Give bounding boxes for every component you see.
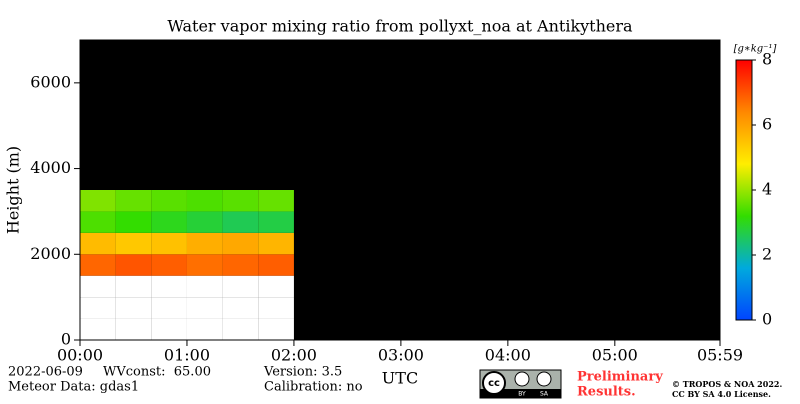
heatmap-cell <box>151 254 187 276</box>
x-tick-label: 03:00 <box>378 346 424 365</box>
cc-logo: cc BY SA <box>479 369 562 399</box>
x-axis-label: UTC <box>382 369 418 388</box>
preliminary: Results. <box>577 385 636 400</box>
heatmap-cell <box>115 275 152 298</box>
heatmap-cell <box>80 318 116 340</box>
y-axis-label: Height (m) <box>4 146 23 234</box>
heatmap-cell <box>80 297 116 319</box>
wvconst: WVconst: 65.00 <box>103 365 211 380</box>
date: 2022-06-09 <box>8 365 83 380</box>
heatmap-cell <box>115 297 152 319</box>
y-tick-label: 6000 <box>30 72 71 91</box>
heatmap-cell <box>115 190 152 212</box>
heatmap-cell <box>258 297 294 319</box>
heatmap-cell <box>186 211 223 233</box>
heatmap-cell <box>80 190 116 212</box>
copyright: © TROPOS & NOA 2022. <box>672 379 782 389</box>
heatmap-cell <box>151 297 187 319</box>
heatmap-cell <box>222 275 259 298</box>
x-tick-label: 01:00 <box>164 346 210 365</box>
colorbar-label: [g∗kg⁻¹] <box>734 44 777 55</box>
heatmap-cell <box>222 297 259 319</box>
heatmap-cell <box>115 254 152 276</box>
x-tick-label: 04:00 <box>485 346 531 365</box>
y-tick-label: 4000 <box>30 158 71 177</box>
heatmap-cell <box>115 211 152 233</box>
heatmap-cell <box>258 275 294 298</box>
heatmap-cell <box>186 297 223 319</box>
colorbar-tick-label: 0 <box>762 310 772 329</box>
heatmap-cell <box>258 211 294 233</box>
heatmap-cell <box>258 318 294 340</box>
heatmap-cell <box>151 318 187 340</box>
meteor-data: Meteor Data: gdas1 <box>8 380 139 395</box>
heatmap-cell <box>151 232 187 255</box>
heatmap-cell <box>258 232 294 255</box>
heatmap-cell <box>186 275 223 298</box>
heatmap-cell <box>115 232 152 255</box>
colorbar-tick-label: 8 <box>762 50 772 69</box>
heatmap-cell <box>151 190 187 212</box>
heatmap-cell <box>151 275 187 298</box>
colorbar-tick-label: 6 <box>762 115 772 134</box>
x-tick-label: 02:00 <box>271 346 317 365</box>
svg-text:BY: BY <box>518 391 526 398</box>
heatmap-cell <box>186 318 223 340</box>
svg-text:cc: cc <box>488 378 500 389</box>
heatmap-cell <box>80 232 116 255</box>
heatmap-cell <box>186 190 223 212</box>
colorbar-tick-label: 4 <box>762 180 772 199</box>
y-tick-label: 2000 <box>30 244 71 263</box>
heatmap-cell <box>186 232 223 255</box>
preliminary: Preliminary <box>577 370 663 385</box>
heatmap-cell <box>222 232 259 255</box>
heatmap-cell <box>80 275 116 298</box>
x-tick-label: 00:00 <box>57 346 103 365</box>
colorbar <box>735 59 753 321</box>
heatmap-cell <box>222 190 259 212</box>
y-tick-label: 0 <box>61 330 71 349</box>
heatmap-cell <box>186 254 223 276</box>
heatmap-cell <box>151 211 187 233</box>
heatmap-cell <box>80 211 116 233</box>
svg-text:SA: SA <box>540 391 549 398</box>
heatmap-cell <box>258 254 294 276</box>
chart-title: Water vapor mixing ratio from pollyxt_no… <box>167 17 633 36</box>
version: Version: 3.5 <box>263 365 342 380</box>
x-tick-label: 05:00 <box>592 346 638 365</box>
heatmap-cell <box>222 211 259 233</box>
heatmap-cell <box>222 318 259 340</box>
heatmap-cell <box>222 254 259 276</box>
heatmap-cell <box>258 190 294 212</box>
calibration: Calibration: no <box>264 380 363 395</box>
x-tick-label: 05:59 <box>697 346 743 365</box>
colorbar-tick-label: 2 <box>762 245 772 264</box>
license: CC BY SA 4.0 License. <box>672 389 771 399</box>
plot-frame <box>79 39 721 341</box>
heatmap-cell <box>80 254 116 276</box>
heatmap-cell <box>115 318 152 340</box>
